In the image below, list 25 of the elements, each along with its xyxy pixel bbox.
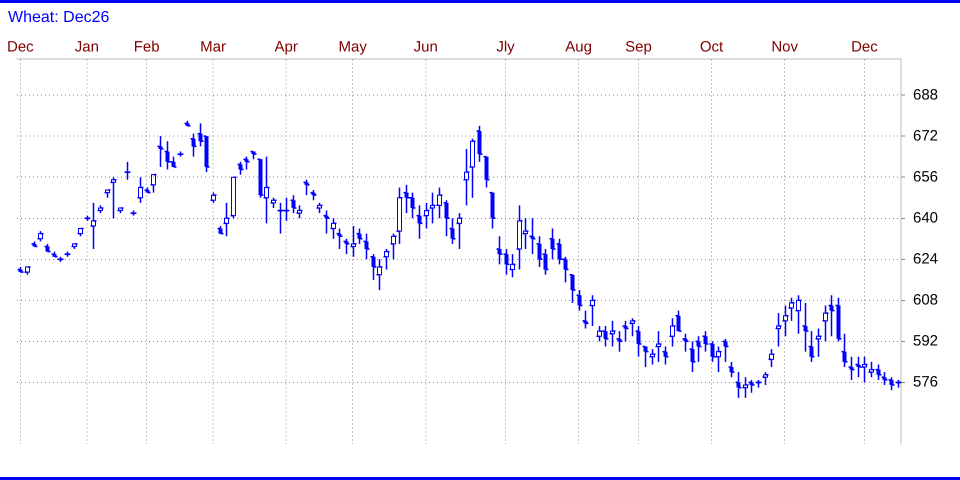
x-tick-label: Oct xyxy=(700,38,724,56)
y-tick-label: 592 xyxy=(912,332,938,350)
x-tick-label: Jan xyxy=(74,38,99,56)
x-tick-label: Dec xyxy=(851,38,878,56)
y-tick-label: 688 xyxy=(912,86,938,104)
y-tick-label: 576 xyxy=(912,374,938,391)
x-tick-label: May xyxy=(338,38,368,56)
x-tick-label: Mar xyxy=(200,38,226,56)
x-tick-label: Aug xyxy=(565,38,592,56)
candlestick xyxy=(231,176,236,219)
x-tick-label: Feb xyxy=(134,38,160,56)
y-tick-label: 624 xyxy=(912,250,938,268)
x-tick-label: Sep xyxy=(625,38,652,56)
y-tick-label: 608 xyxy=(912,291,938,308)
x-tick-label: Dec xyxy=(7,38,34,56)
candlestick xyxy=(38,230,43,242)
y-tick-label: 672 xyxy=(912,127,938,144)
x-tick-label: Apr xyxy=(274,38,298,56)
x-tick-label: Jly xyxy=(496,38,516,56)
x-tick-label: Jun xyxy=(414,38,438,56)
y-tick-label: 656 xyxy=(912,168,938,186)
chart-title: Wheat: Dec26 xyxy=(8,9,110,26)
x-tick-label: Nov xyxy=(771,38,798,56)
candlestick xyxy=(211,192,216,204)
y-tick-label: 640 xyxy=(912,209,938,226)
